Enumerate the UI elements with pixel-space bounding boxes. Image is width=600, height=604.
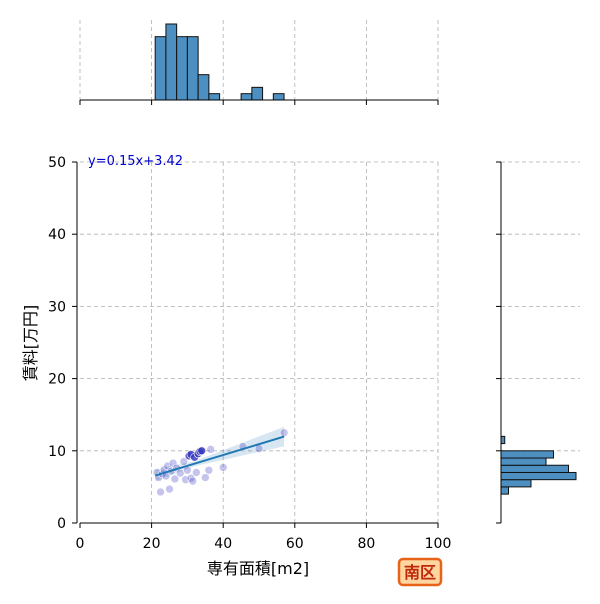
y-hist-bar [500, 479, 532, 488]
scatter-point [156, 487, 165, 497]
scatter-point [197, 446, 207, 456]
y-hist-bar [500, 464, 569, 473]
scatter-point [179, 457, 189, 466]
district-badge: 南区 [397, 557, 443, 587]
scatter-point [170, 474, 180, 484]
regression-line [154, 435, 285, 477]
x-tick-label: 0 [76, 536, 85, 552]
scatter-point [165, 484, 174, 494]
y-tick-label: 10 [48, 444, 66, 460]
district-badge-label: 南区 [404, 563, 436, 582]
x-marginal-histogram [79, 23, 439, 105]
y-tick-label: 30 [48, 299, 66, 315]
scatter-point [192, 468, 201, 477]
scatter-point [279, 428, 289, 438]
scatter-point [204, 465, 214, 475]
x-tick-label: 40 [214, 536, 232, 552]
scatter-point [163, 461, 173, 471]
y-axis-title: 賃料[万円] [21, 305, 40, 382]
y-hist-bar [500, 457, 547, 466]
x-axis-title: 専有面積[m2] [207, 559, 309, 578]
x-tick-label: 100 [425, 536, 452, 552]
y-tick-label: 50 [48, 155, 66, 171]
regression-band-layer [155, 426, 285, 482]
x-tick-label: 80 [357, 536, 375, 552]
x-hist-bar [208, 93, 221, 101]
scatter-point [181, 475, 190, 484]
regression-line-layer [154, 435, 285, 477]
y-tick-label: 20 [48, 372, 66, 388]
x-tick-label: 60 [286, 536, 304, 552]
district-badge-box [397, 557, 443, 587]
x-hist-bar [197, 74, 210, 101]
y-marginal-histogram [496, 161, 577, 524]
scatter-point [175, 468, 185, 478]
axes-layer: 0 20 40 60 80 100 0 10 20 30 40 50 [48, 155, 451, 552]
x-tick-label: 20 [143, 536, 161, 552]
x-hist-bar [272, 93, 285, 101]
x-hist-bar [186, 36, 199, 101]
x-hist-bar [165, 23, 178, 101]
scatter-point [201, 473, 210, 482]
scatter-point [218, 463, 228, 472]
y-tick-label: 0 [57, 516, 66, 532]
y-hist-bar [500, 486, 509, 495]
y-tick-label: 40 [48, 227, 66, 243]
scatter-point [206, 445, 215, 454]
x-hist-bar [240, 93, 253, 101]
y-hist-bar [500, 450, 554, 459]
scatter-point [188, 476, 198, 486]
regression-equation-label: y=0.15x+3.42 [88, 154, 183, 169]
grid-layer [79, 20, 580, 523]
x-hist-bar [251, 86, 264, 101]
x-hist-bar [176, 36, 188, 101]
scatter-point [168, 458, 178, 468]
y-hist-bar [500, 435, 506, 445]
regression-confidence-band [155, 426, 285, 482]
y-hist-bar [500, 471, 577, 481]
x-hist-bar [154, 36, 167, 101]
